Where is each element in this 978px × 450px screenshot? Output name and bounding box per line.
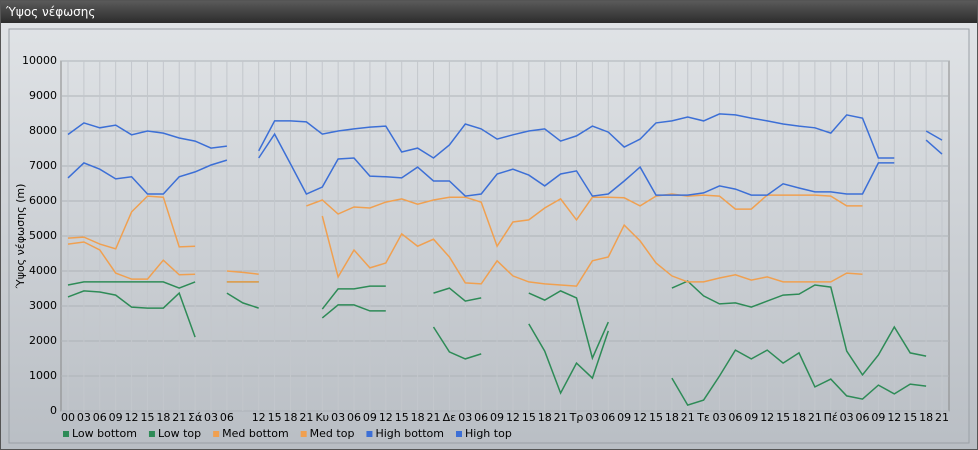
- series-line: [67, 290, 927, 406]
- y-tick-label: 8000: [29, 124, 57, 137]
- x-tick-label: 06: [220, 411, 234, 424]
- x-tick-label: 15: [649, 411, 663, 424]
- legend-label: High bottom: [375, 427, 444, 440]
- x-tick-label: Τρ: [569, 411, 584, 424]
- x-tick-label: 03: [77, 411, 91, 424]
- legend-swatch: [366, 431, 373, 437]
- x-tick-label: 18: [283, 411, 297, 424]
- y-tick-label: 0: [50, 404, 57, 417]
- x-tick-label: 15: [395, 411, 409, 424]
- y-tick-label: 3000: [29, 299, 57, 312]
- x-tick-label: 21: [426, 411, 440, 424]
- x-tick-label: 12: [252, 411, 266, 424]
- x-tick-label: 06: [601, 411, 615, 424]
- x-tick-label: 09: [617, 411, 631, 424]
- x-tick-label: 18: [919, 411, 933, 424]
- legend-label: Low top: [158, 427, 201, 440]
- x-tick-label: 09: [490, 411, 504, 424]
- y-tick-label: 1000: [29, 369, 57, 382]
- series-line: [67, 215, 863, 287]
- y-tick-label: 2000: [29, 334, 57, 347]
- x-tick-label: 18: [411, 411, 425, 424]
- series-line: [67, 193, 863, 275]
- x-tick-label: 12: [760, 411, 774, 424]
- y-tick-label: 10000: [22, 54, 57, 67]
- x-tick-label: 12: [379, 411, 393, 424]
- x-tick-label: 03: [713, 411, 727, 424]
- x-tick-label: 00: [61, 411, 75, 424]
- x-tick-label: 21: [172, 411, 186, 424]
- x-tick-label: 21: [935, 411, 949, 424]
- chart-frame: [8, 28, 970, 444]
- legend-label: Med bottom: [222, 427, 289, 440]
- x-tick-label: 18: [665, 411, 679, 424]
- x-tick-label: 18: [538, 411, 552, 424]
- x-tick-label: 15: [522, 411, 536, 424]
- legend-label: High top: [465, 427, 512, 440]
- series-line: [67, 132, 943, 197]
- x-tick-label: Πέ: [824, 411, 838, 424]
- x-tick-label: 12: [125, 411, 139, 424]
- series-line: [67, 113, 943, 159]
- x-tick-label: 12: [506, 411, 520, 424]
- window-title: Ύψος νέφωσης: [1, 1, 977, 23]
- x-tick-label: 03: [840, 411, 854, 424]
- x-tick-label: 21: [554, 411, 568, 424]
- legend-swatch: [63, 431, 69, 437]
- x-tick-label: 12: [887, 411, 901, 424]
- x-tick-label: 06: [728, 411, 742, 424]
- y-axis-title: Ύψος νέφωσης (m): [14, 184, 27, 290]
- x-tick-label: 06: [93, 411, 107, 424]
- y-tick-label: 9000: [29, 89, 57, 102]
- y-tick-label: 5000: [29, 229, 57, 242]
- legend-swatch: [213, 431, 220, 437]
- x-tick-label: 15: [776, 411, 790, 424]
- x-tick-label: 09: [871, 411, 885, 424]
- x-tick-label: 09: [109, 411, 123, 424]
- x-tick-label: 06: [856, 411, 870, 424]
- x-tick-label: 06: [347, 411, 361, 424]
- legend-label: Low bottom: [72, 427, 137, 440]
- x-tick-label: 12: [633, 411, 647, 424]
- x-tick-label: 21: [299, 411, 313, 424]
- x-tick-label: Κυ: [315, 411, 329, 424]
- x-tick-label: 18: [156, 411, 170, 424]
- x-tick-label: 09: [744, 411, 758, 424]
- x-tick-label: 03: [331, 411, 345, 424]
- y-tick-label: 7000: [29, 159, 57, 172]
- x-tick-label: 18: [792, 411, 806, 424]
- legend-swatch: [300, 431, 307, 437]
- x-tick-label: Δε: [443, 411, 457, 424]
- legend-swatch: [456, 431, 462, 437]
- x-tick-label: Σά: [188, 411, 202, 424]
- x-tick-label: Τε: [696, 411, 710, 424]
- y-tick-label: 4000: [29, 264, 57, 277]
- x-tick-label: 21: [808, 411, 822, 424]
- x-tick-label: 03: [458, 411, 472, 424]
- x-tick-label: 15: [140, 411, 154, 424]
- x-tick-label: 03: [204, 411, 218, 424]
- x-tick-label: 03: [585, 411, 599, 424]
- legend-label: Med top: [310, 427, 355, 440]
- chart: Ύψος νέφωσης (m) 0 1000 2000 3000 4000 5000 60…: [8, 28, 970, 444]
- x-tick-label: 15: [268, 411, 282, 424]
- legend-swatch: [148, 431, 155, 437]
- y-tick-label: 6000: [29, 194, 57, 207]
- x-tick-label: 21: [681, 411, 695, 424]
- x-tick-label: 09: [363, 411, 377, 424]
- x-tick-label: 06: [474, 411, 488, 424]
- x-tick-label: 15: [903, 411, 917, 424]
